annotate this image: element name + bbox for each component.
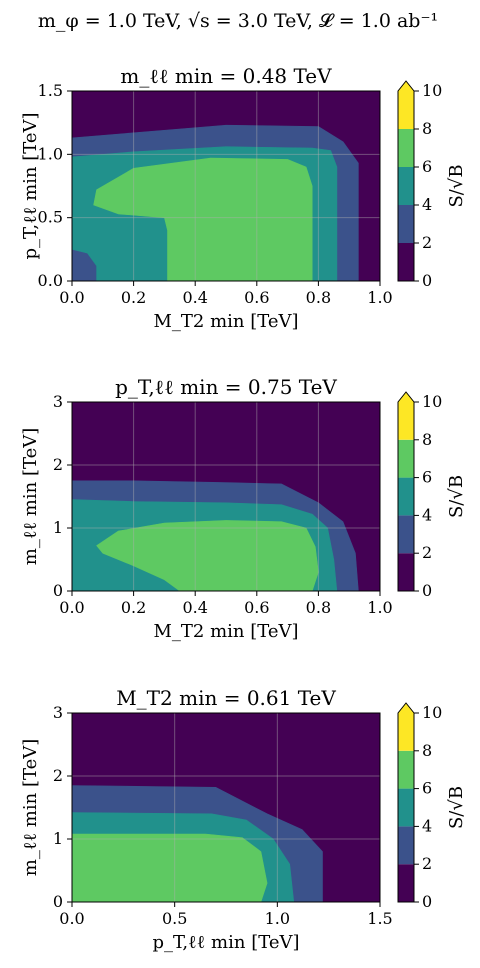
colorbar-tick-label: 2 [422, 233, 432, 252]
y-tick-label: 0.0 [38, 271, 63, 290]
y-tick-label: 1 [53, 829, 63, 848]
x-tick-label: 1.0 [367, 288, 392, 307]
y-tick-label: 0 [53, 581, 63, 600]
colorbar-outline [397, 702, 415, 903]
panel-2: 0.0 0.2 0.4 0.6 0.8 1.0 0 1 2 3 p_T,ℓℓ min = 0.75 … [20, 375, 467, 642]
x-tick-label: 0.4 [182, 288, 207, 307]
colorbar-tick-label: 10 [422, 81, 442, 100]
colorbar-label: S/√B [446, 475, 467, 518]
colorbar-tick-label: 10 [422, 703, 442, 722]
y-axis-label: m_ℓℓ min [TeV] [20, 739, 41, 876]
figure-suptitle: m_φ = 1.0 TeV, √s = 3.0 TeV, 𝓛 = 1.0 ab⁻… [38, 10, 438, 32]
colorbar-label: S/√B [446, 164, 467, 207]
contour-region-6-8 [72, 833, 268, 902]
x-tick-label: 0.5 [162, 909, 187, 928]
colorbar-band [398, 167, 414, 205]
colorbar-extend-max [398, 81, 414, 129]
colorbar-label: S/√B [446, 786, 467, 829]
x-tick-label: 0.6 [244, 598, 269, 617]
colorbar-band [398, 864, 414, 902]
colorbar-tick-label: 6 [422, 468, 432, 487]
y-tick-label: 1.5 [38, 81, 63, 100]
x-tick-label: 0.6 [244, 288, 269, 307]
colorbar-band [398, 553, 414, 591]
y-tick-label: 2 [53, 455, 63, 474]
y-axis-label: p_T,ℓℓ min [TeV] [20, 112, 41, 259]
contour-regions [72, 402, 380, 591]
x-tick-label: 0.0 [59, 909, 84, 928]
colorbar-band [398, 129, 414, 167]
plot-frame [71, 712, 381, 903]
colorbar-band [398, 788, 414, 827]
colorbar-extend-max [398, 703, 414, 751]
x-tick-label: 0.2 [121, 288, 146, 307]
contour-region-6-8 [93, 157, 313, 281]
colorbar-tick-label: 4 [422, 816, 432, 835]
x-tick-label: 0.8 [306, 598, 331, 617]
colorbar-tick-label: 4 [422, 505, 432, 524]
colorbar-tick-label: 8 [422, 430, 432, 449]
colorbar-tick-label: 0 [422, 892, 432, 911]
contour-region-6-8 [96, 520, 319, 591]
colorbar-extend-max [398, 392, 414, 440]
colorbar-tick-label: 4 [422, 195, 432, 214]
x-tick-label: 0.0 [59, 598, 84, 617]
plot-frame [71, 401, 381, 592]
y-tick-label: 1.0 [38, 144, 63, 163]
colorbar-band [398, 439, 414, 478]
x-tick-label: 1.0 [367, 598, 392, 617]
colorbar: 0 2 4 6 8 10 S/√B [397, 702, 467, 911]
x-tick-label: 1.5 [367, 909, 392, 928]
y-tick-label: 0.5 [38, 208, 63, 227]
x-axis-label: M_T2 min [TeV] [153, 621, 298, 642]
contour-regions [72, 713, 380, 902]
colorbar-outline [397, 391, 415, 592]
panel-1: 0.0 0.2 0.4 0.6 0.8 1.0 0.0 0.5 1.0 1.5 m_ℓℓ min =… [20, 64, 467, 332]
x-tick-label: 0.8 [306, 288, 331, 307]
x-tick-label: 0.0 [59, 288, 84, 307]
colorbar-outline [397, 80, 415, 282]
panel-title: M_T2 min = 0.61 TeV [116, 686, 336, 710]
colorbar-band [398, 750, 414, 789]
colorbar-tick-label: 8 [422, 119, 432, 138]
colorbar-tick-label: 6 [422, 157, 432, 176]
x-axis-label: p_T,ℓℓ min [TeV] [152, 932, 299, 953]
colorbar-tick-label: 0 [422, 581, 432, 600]
x-axis-label: M_T2 min [TeV] [153, 311, 298, 332]
colorbar-tick-label: 6 [422, 779, 432, 798]
y-tick-label: 3 [53, 392, 63, 411]
colorbar-band [398, 243, 414, 281]
x-tick-label: 0.2 [121, 598, 146, 617]
colorbar-band [398, 515, 414, 554]
y-tick-label: 0 [53, 892, 63, 911]
colorbar-tick-label: 2 [422, 543, 432, 562]
colorbar: 0 2 4 6 8 10 S/√B [397, 391, 467, 600]
contour-regions [72, 91, 380, 281]
colorbar-tick-label: 10 [422, 392, 442, 411]
colorbar-tick-label: 0 [422, 271, 432, 290]
y-tick-label: 3 [53, 703, 63, 722]
colorbar: 0 2 4 6 8 10 S/√B [397, 80, 467, 290]
colorbar-band [398, 826, 414, 865]
colorbar-tick-label: 8 [422, 741, 432, 760]
y-axis-label: m_ℓℓ min [TeV] [20, 428, 41, 565]
panel-title: p_T,ℓℓ min = 0.75 TeV [115, 375, 337, 399]
y-tick-label: 1 [53, 518, 63, 537]
x-tick-label: 1.0 [265, 909, 290, 928]
y-tick-label: 2 [53, 766, 63, 785]
panel-title: m_ℓℓ min = 0.48 TeV [120, 64, 332, 88]
colorbar-band [398, 477, 414, 516]
colorbar-tick-label: 2 [422, 854, 432, 873]
panel-3: 0.0 0.5 1.0 1.5 0 1 2 3 M_T2 min = 0.61 TeV p_T,ℓ… [20, 686, 467, 953]
plot-frame [71, 90, 381, 282]
x-tick-label: 0.4 [182, 598, 207, 617]
colorbar-band [398, 205, 414, 243]
